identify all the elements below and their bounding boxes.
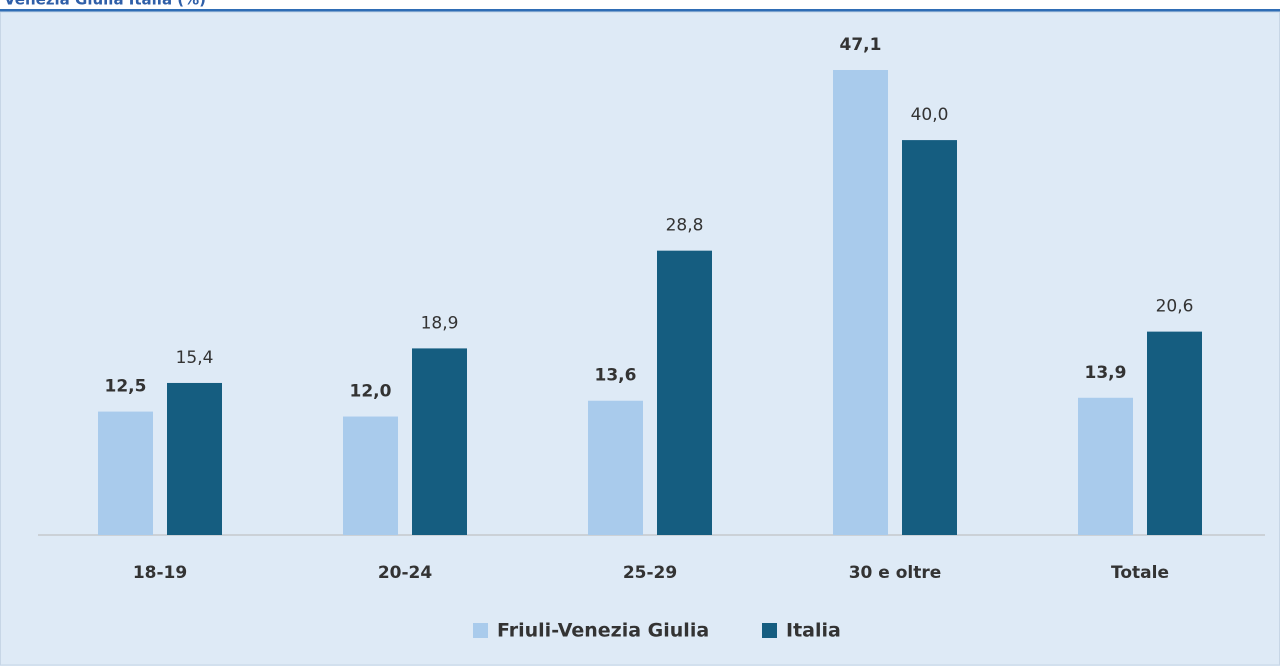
bar: [98, 411, 153, 535]
data-label: 13,6: [595, 366, 637, 386]
x-tick-label: Totale: [1111, 563, 1169, 583]
data-label: 20,6: [1156, 297, 1194, 317]
data-label: 12,0: [350, 382, 392, 402]
legend-swatch: [762, 623, 777, 638]
bar: [902, 140, 957, 536]
data-label: 47,1: [840, 35, 882, 55]
legend-swatch: [473, 623, 488, 638]
data-label: 13,9: [1085, 363, 1127, 383]
chart-title: Venezia Giulia Italia (%): [4, 0, 206, 9]
header-strip: [0, 0, 1280, 10]
data-label: 40,0: [911, 105, 949, 125]
bar: [412, 348, 467, 535]
header-rule: [0, 9, 1280, 12]
x-tick-label: 20-24: [378, 563, 433, 583]
legend-label: Italia: [786, 620, 841, 642]
data-label: 18,9: [421, 313, 459, 333]
bar: [1147, 331, 1202, 535]
bar: [343, 416, 398, 535]
bar: [1078, 397, 1133, 535]
data-label: 28,8: [666, 216, 704, 236]
legend-label: Friuli-Venezia Giulia: [497, 620, 709, 642]
bar: [588, 400, 643, 535]
x-tick-label: 18-19: [133, 563, 187, 583]
bar: [833, 70, 888, 535]
x-tick-label: 30 e oltre: [849, 563, 942, 583]
x-tick-label: 25-29: [623, 563, 677, 583]
bar: [167, 382, 222, 535]
data-label: 12,5: [105, 377, 147, 397]
bar: [657, 250, 712, 535]
data-label: 15,4: [176, 348, 214, 368]
